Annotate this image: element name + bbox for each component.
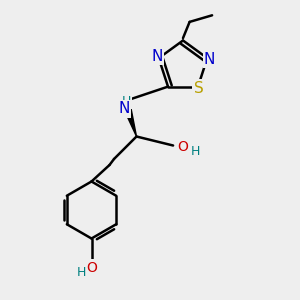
- Text: N: N: [152, 49, 163, 64]
- Text: O: O: [178, 140, 188, 154]
- Text: H: H: [76, 266, 86, 279]
- Text: O: O: [87, 261, 98, 274]
- Text: N: N: [119, 101, 130, 116]
- Text: S: S: [194, 81, 203, 96]
- Text: H: H: [190, 145, 200, 158]
- Text: H: H: [122, 95, 131, 108]
- Polygon shape: [123, 105, 136, 136]
- Text: N: N: [204, 52, 215, 67]
